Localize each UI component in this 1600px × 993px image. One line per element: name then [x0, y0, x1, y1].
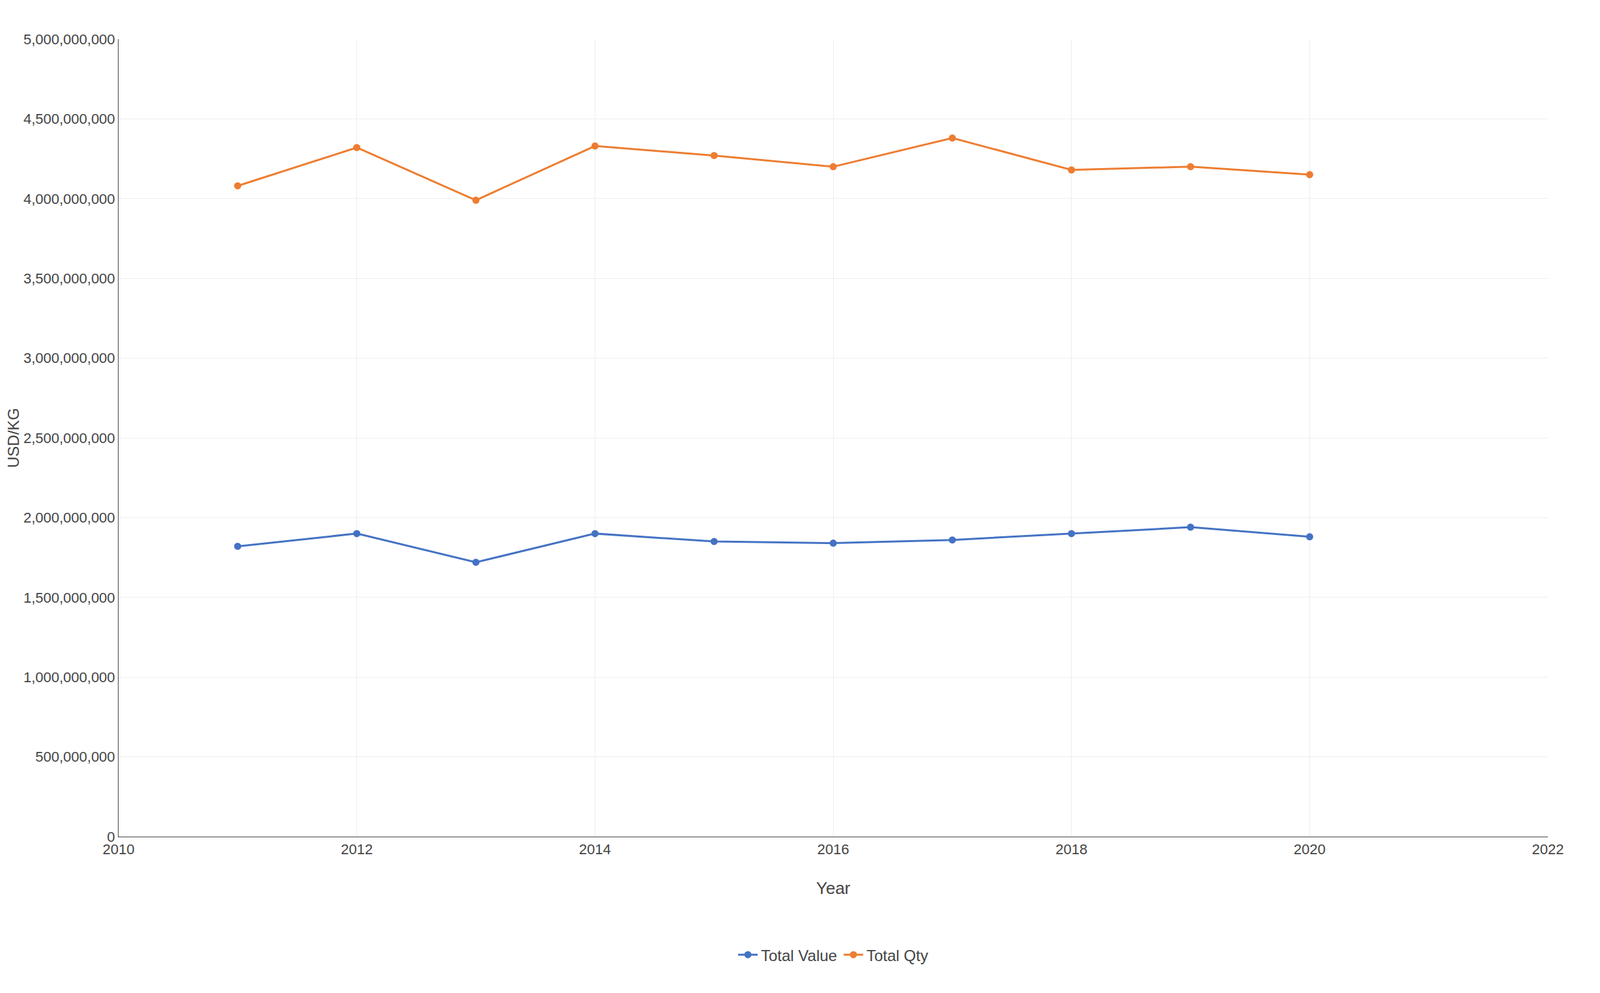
- svg-text:1,000,000,000: 1,000,000,000: [23, 669, 116, 686]
- svg-text:2022: 2022: [1532, 841, 1565, 858]
- svg-text:2016: 2016: [817, 841, 850, 858]
- svg-text:3,000,000,000: 3,000,000,000: [23, 349, 116, 367]
- svg-text:2020: 2020: [1293, 841, 1326, 858]
- svg-text:4,500,000,000: 4,500,000,000: [23, 110, 116, 128]
- svg-text:5,000,000,000: 5,000,000,000: [23, 31, 116, 48]
- svg-text:Year: Year: [816, 878, 851, 898]
- svg-text:2014: 2014: [579, 841, 612, 858]
- svg-text:2,000,000,000: 2,000,000,000: [23, 509, 116, 526]
- svg-text:2,500,000,000: 2,500,000,000: [23, 429, 116, 447]
- svg-text:2010: 2010: [102, 841, 135, 858]
- svg-text:2018: 2018: [1055, 841, 1088, 858]
- svg-text:USD/KG: USD/KG: [4, 407, 23, 468]
- svg-text:1,500,000,000: 1,500,000,000: [23, 589, 116, 606]
- svg-text:3,500,000,000: 3,500,000,000: [23, 270, 116, 287]
- svg-text:500,000,000: 500,000,000: [35, 748, 115, 765]
- svg-text:Total Qty: Total Qty: [866, 946, 929, 965]
- svg-text:2012: 2012: [340, 841, 373, 858]
- svg-text:4,000,000,000: 4,000,000,000: [23, 190, 116, 208]
- svg-text:0: 0: [106, 828, 115, 845]
- svg-text:Total Value: Total Value: [760, 946, 838, 965]
